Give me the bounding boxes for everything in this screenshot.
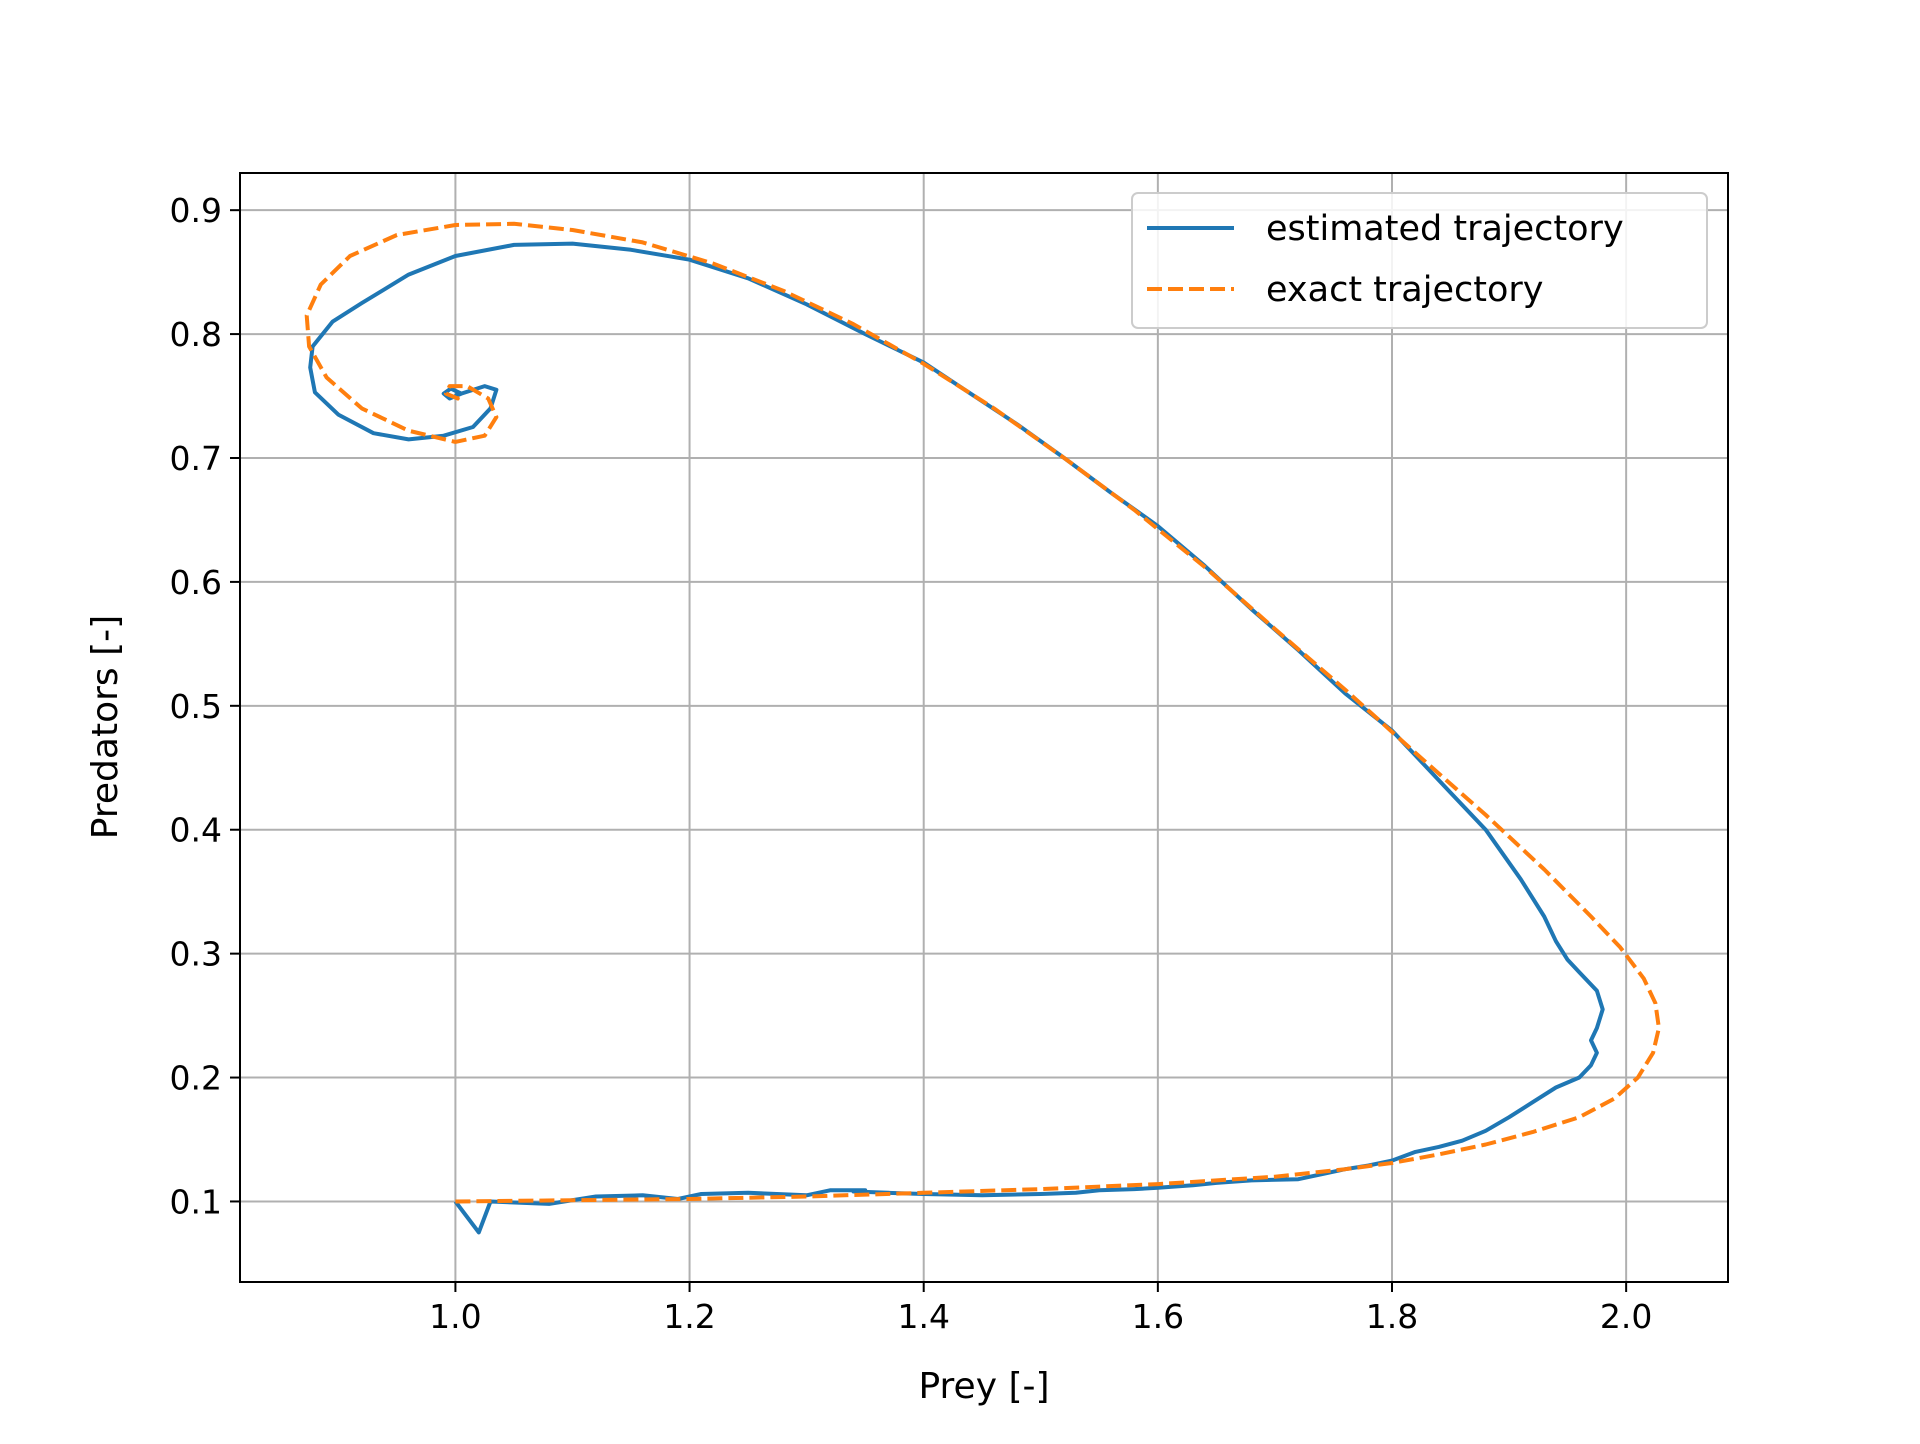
x-tick-label: 1.2: [663, 1297, 715, 1336]
y-axis-label: Predators [-]: [85, 615, 126, 839]
y-tick-label: 0.5: [170, 687, 222, 726]
x-tick-label: 1.8: [1366, 1297, 1418, 1336]
legend-label-estimated: estimated trajectory: [1266, 209, 1624, 249]
x-tick-label: 1.6: [1132, 1297, 1184, 1336]
x-tick-label: 1.0: [429, 1297, 481, 1336]
x-tick-label: 2.0: [1600, 1297, 1652, 1336]
legend-frame: [1131, 192, 1708, 329]
ticks: 1.0 1.2 1.4 1.6 1.8 2.0 0.1 0.2 0.3 0.4 0.5 0.6 0.7 0…: [170, 191, 1653, 1336]
y-tick-label: 0.7: [170, 439, 222, 478]
y-tick-label: 0.8: [170, 315, 222, 354]
plot-frame: [239, 172, 1729, 1283]
y-tick-label: 0.4: [170, 811, 222, 850]
series-line-exact: [304, 221, 1661, 1204]
series-layer: [304, 221, 1661, 1235]
y-tick-label: 0.3: [170, 935, 222, 974]
x-tick-label: 1.4: [897, 1297, 949, 1336]
plot-area: [240, 173, 1728, 1282]
y-tick-label: 0.1: [170, 1182, 222, 1221]
y-tick-label: 0.9: [170, 191, 222, 230]
series-line-estimated: [308, 241, 1605, 1235]
y-tick-label: 0.6: [170, 563, 222, 602]
grid: [240, 173, 1728, 1282]
x-axis-label: Prey [-]: [918, 1366, 1049, 1407]
legend-label-exact: exact trajectory: [1266, 270, 1543, 310]
y-tick-label: 0.2: [170, 1059, 222, 1098]
legend: estimated trajectory exact trajectory: [1131, 192, 1708, 329]
